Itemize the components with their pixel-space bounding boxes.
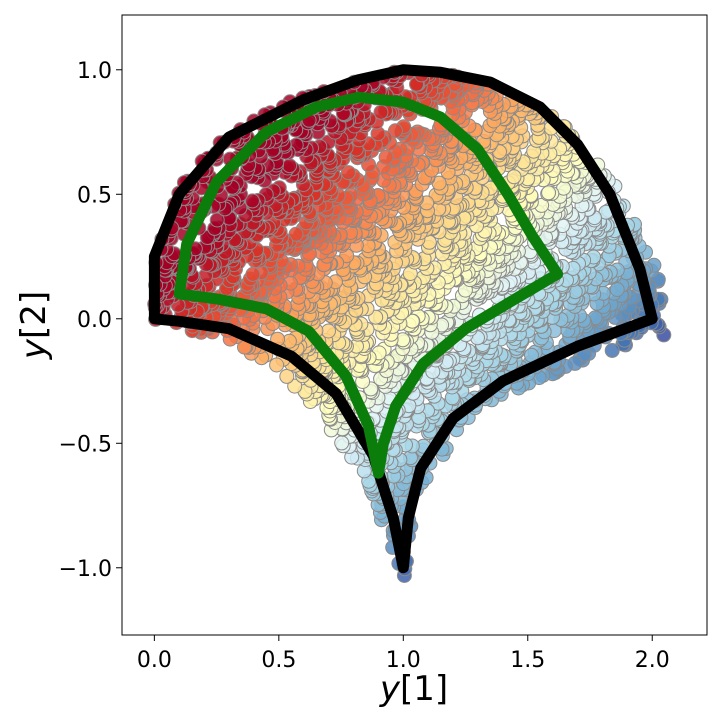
x-tick-label: 1.5 (510, 648, 545, 673)
scatter-point (287, 378, 303, 394)
scatter-point (387, 123, 403, 139)
scatter-point (541, 185, 557, 201)
y-axis-ticks: 1.0 0.5 0.0 −0.5 −1.0 (59, 59, 122, 582)
scatter-point (609, 282, 625, 297)
scatter-point (321, 323, 336, 339)
x-tick-label: 1.0 (386, 648, 421, 673)
y-tick-label: 0.0 (77, 308, 112, 333)
green-boundary-curve (173, 91, 564, 479)
scatter-point (340, 165, 356, 181)
scatter-point (269, 357, 285, 373)
x-tick-label: 0.0 (137, 648, 172, 673)
scatter-point (604, 343, 620, 358)
plot-frame (121, 14, 708, 636)
x-axis-title-index: [1] (400, 669, 448, 709)
scatter-point (245, 266, 261, 282)
x-tick-label: 2.0 (635, 648, 670, 673)
y-axis-title: y[2] (14, 291, 54, 360)
scatter-point (334, 435, 350, 451)
scatter-point (244, 193, 260, 209)
scatter-points (147, 64, 672, 583)
scatter-point (506, 169, 522, 185)
x-axis-title: y[1] (379, 669, 448, 709)
scatter-point (373, 104, 389, 120)
scatter-point (209, 212, 225, 228)
y-tick-label: −0.5 (59, 432, 112, 457)
x-axis-ticks: 0.0 0.5 1.0 1.5 2.0 (137, 635, 670, 673)
black-boundary-curve (148, 64, 658, 574)
scatter-point (288, 226, 304, 242)
boundary-curves (148, 64, 658, 574)
scatter-point (282, 158, 298, 174)
y-axis-title-var: y (14, 338, 54, 360)
y-axis-title-index: [2] (14, 291, 54, 339)
scatter-point (378, 149, 394, 165)
x-tick-label: 0.5 (261, 648, 296, 673)
y-tick-label: 0.5 (77, 183, 112, 208)
y-tick-label: 1.0 (77, 59, 112, 84)
x-axis-title-var: y (379, 669, 401, 709)
y-tick-label: −1.0 (59, 557, 112, 582)
